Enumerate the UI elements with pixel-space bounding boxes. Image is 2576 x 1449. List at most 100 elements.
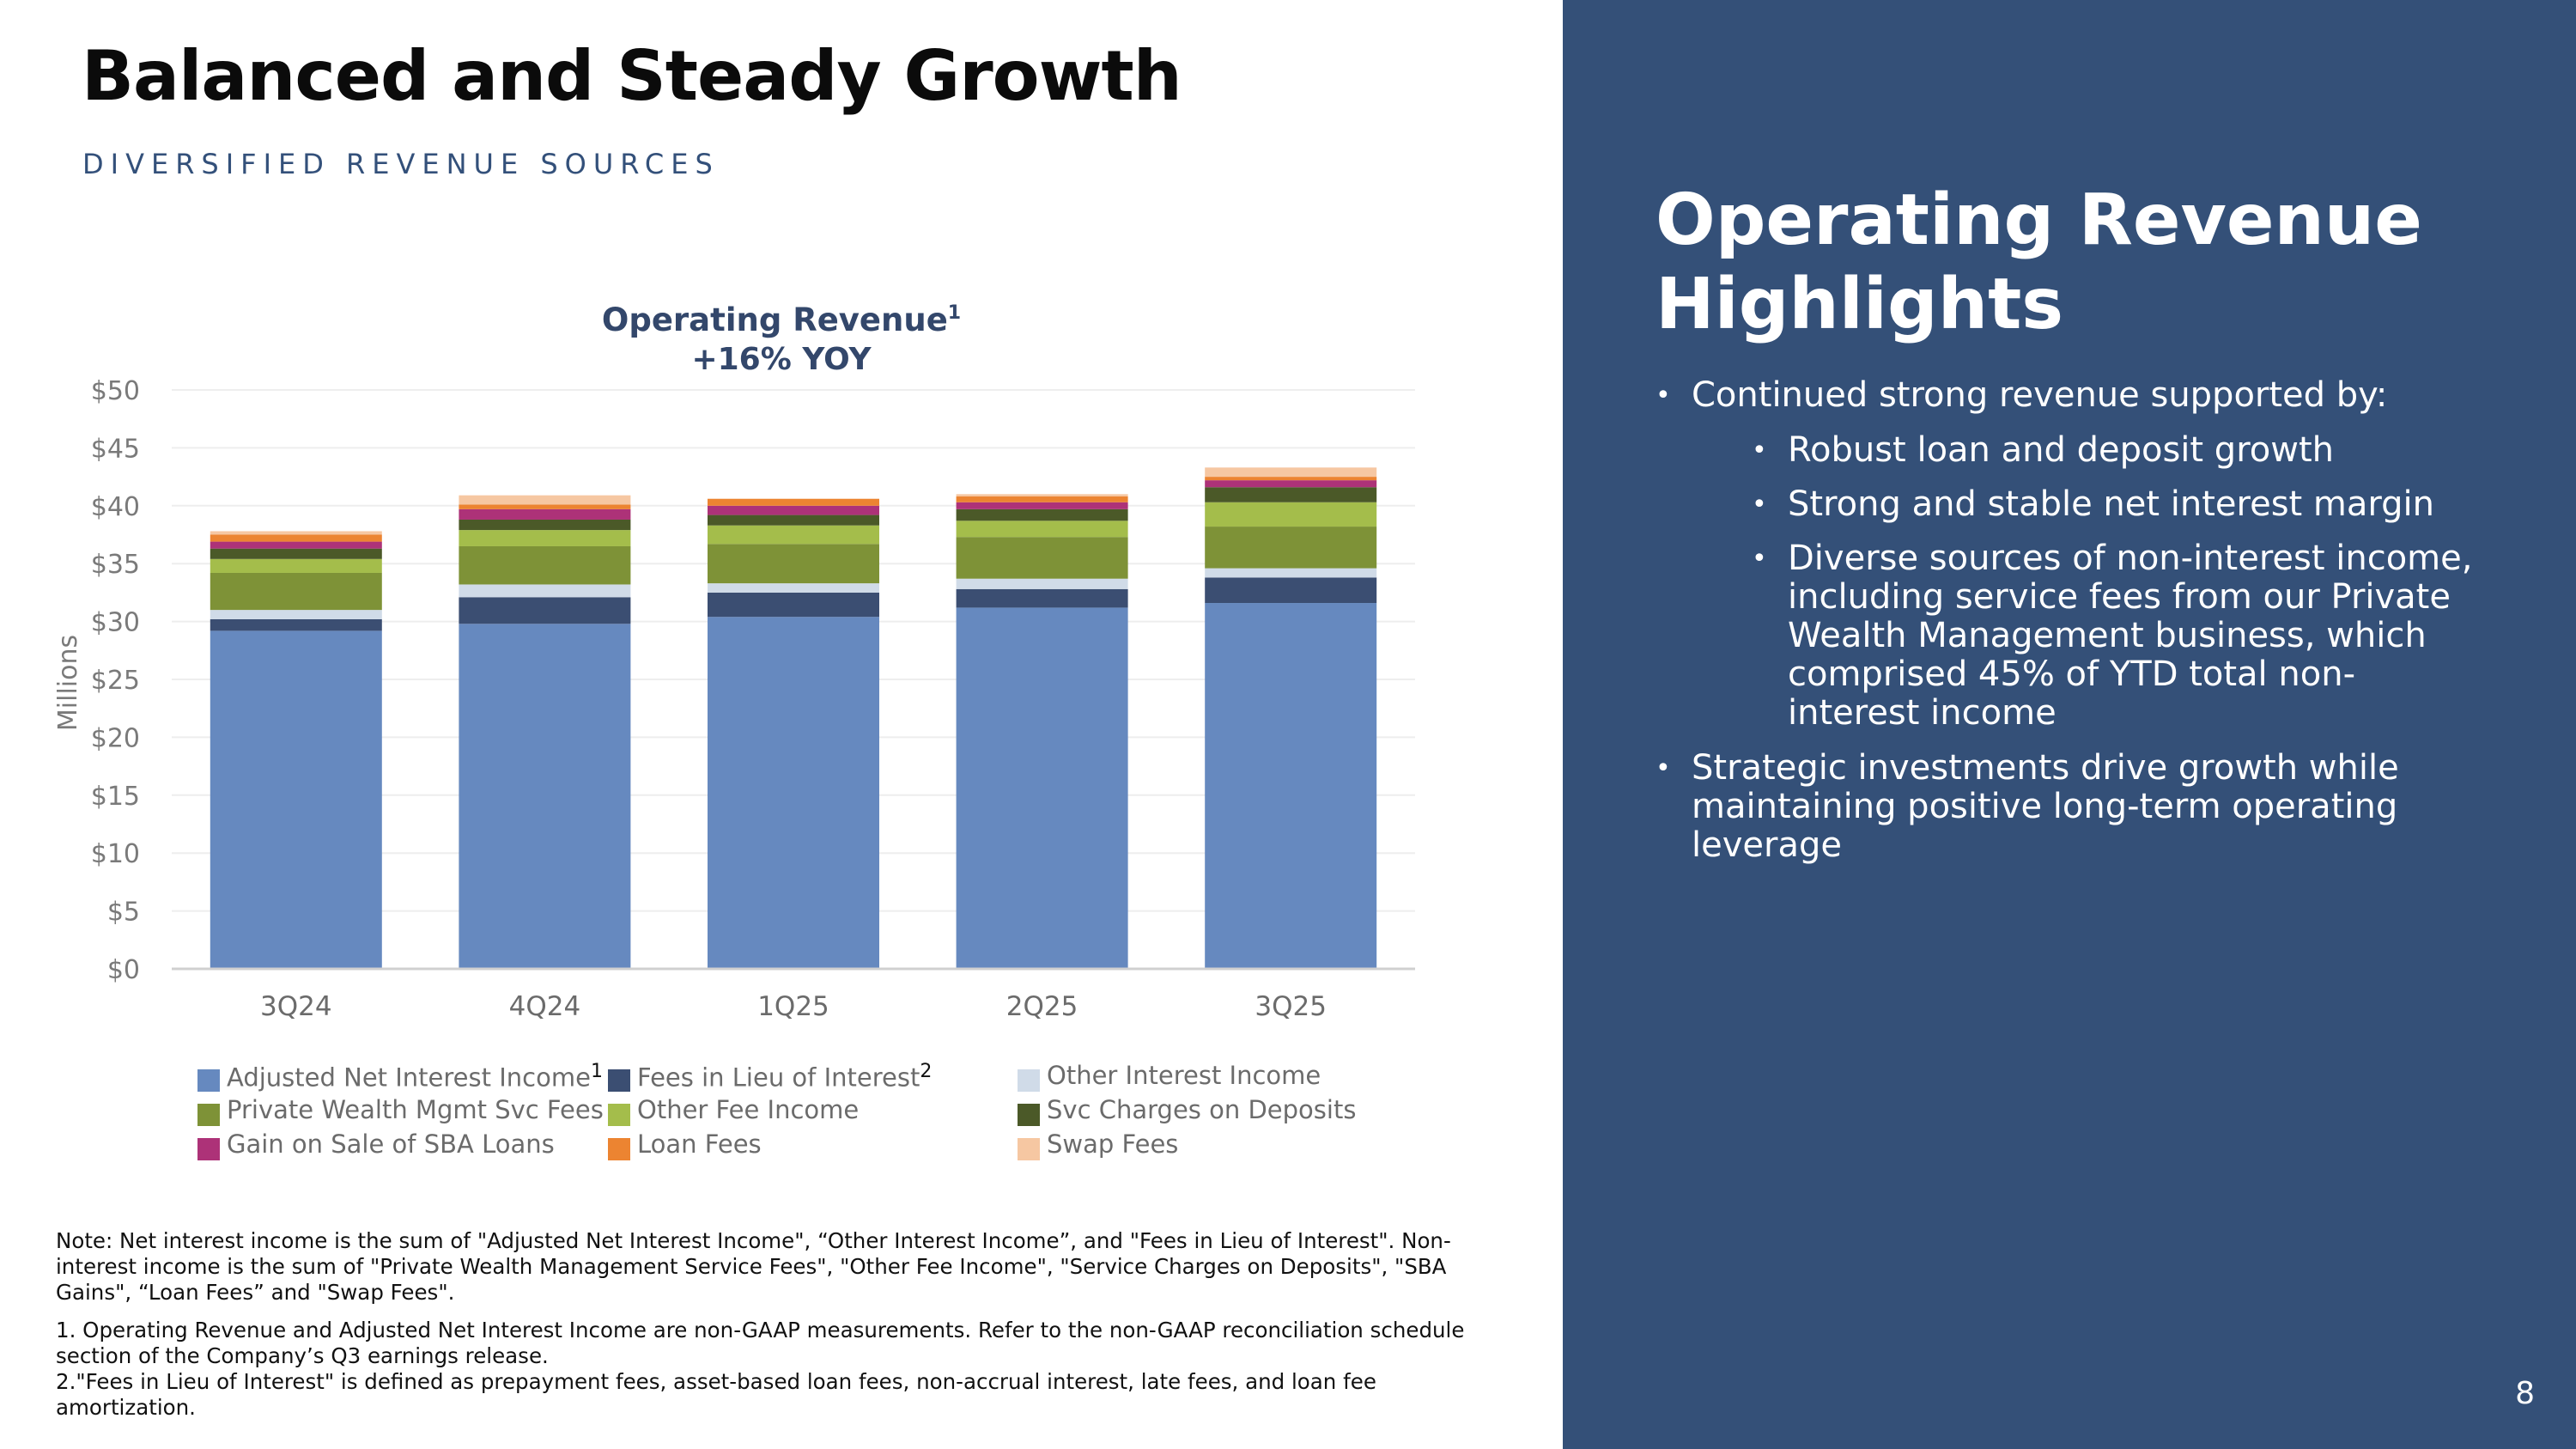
bar-segment (210, 541, 382, 549)
page-number: 8 (2515, 1376, 2535, 1411)
legend-swatch (197, 1104, 220, 1126)
bar-segment (956, 588, 1128, 608)
bar-segment (1205, 502, 1377, 527)
legend-label: Other Interest Income (1047, 1061, 1321, 1090)
bar-segment (708, 617, 879, 969)
bullet-dot-icon: • (1752, 490, 1767, 520)
footnote-2: 2."Fees in Lieu of Interest" is defined … (56, 1369, 1376, 1420)
legend-label: Private Wealth Mgmt Svc Fees (227, 1095, 604, 1124)
y-tick-label: $0 (107, 955, 140, 985)
sub-bullet-item: • Strong and stable net interest margin (1752, 484, 2475, 524)
bullet-dot-icon: • (1752, 435, 1767, 466)
slide-title: Balanced and Steady Growth (82, 36, 1182, 116)
x-tick-label: 1Q25 (757, 991, 829, 1022)
slide-subtitle: DIVERSIFIED REVENUE SOURCES (82, 148, 720, 180)
bar-segment (708, 498, 879, 506)
y-tick-label: $25 (91, 666, 140, 696)
bar-segment (210, 630, 382, 969)
chart-subtitle: +16% YOY (691, 342, 872, 377)
x-tick-label: 3Q25 (1255, 991, 1327, 1022)
bar-segment (459, 508, 631, 520)
x-tick-label: 2Q25 (1006, 991, 1078, 1022)
bullet-dot-icon: • (1656, 381, 1671, 411)
bar-segment (210, 572, 382, 611)
bar-segment (1205, 487, 1377, 502)
bar-segment (956, 537, 1128, 579)
chart-title: Operating Revenue1 (602, 301, 961, 338)
legend-swatch (197, 1138, 220, 1160)
legend-swatch (197, 1069, 220, 1092)
bar-segment (956, 508, 1128, 521)
note-text: Note: Net interest income is the sum of … (56, 1228, 1451, 1305)
sub-bullet-text: Diverse sources of non-interest income, … (1788, 539, 2473, 733)
legend-label: Svc Charges on Deposits (1047, 1095, 1357, 1124)
bar-segment (956, 494, 1128, 497)
highlights-title: Operating Revenue Highlights (1656, 180, 2422, 345)
highlights-bullet-list-2: • Strategic investments drive growth whil… (1656, 748, 2430, 865)
legend-superscript: 1 (590, 1061, 603, 1082)
legend-swatch (608, 1069, 630, 1092)
footnotes: Note: Net interest income is the sum of … (56, 1228, 1498, 1428)
y-tick-label: $15 (91, 782, 140, 812)
bar-segment (1205, 477, 1377, 481)
sub-bullet-text: Strong and stable net interest margin (1788, 484, 2435, 524)
bar-segment (1205, 568, 1377, 578)
bar-segment (956, 521, 1128, 538)
y-tick-label: $50 (91, 376, 140, 406)
bar-segment (708, 592, 879, 618)
legend-swatch (1018, 1138, 1040, 1160)
legend-swatch (608, 1138, 630, 1160)
y-tick-label: $5 (107, 898, 140, 928)
y-tick-label: $10 (91, 839, 140, 869)
bullet-text: Strategic investments drive growth while… (1692, 748, 2399, 865)
bar-segment (459, 530, 631, 546)
bar-segment (459, 519, 631, 531)
bar-segment (708, 514, 879, 526)
sub-bullet-text: Robust loan and deposit growth (1788, 430, 2334, 470)
legend-label: Adjusted Net Interest Income1 (227, 1061, 603, 1093)
legend-swatch (1018, 1069, 1040, 1092)
bar-segment (459, 584, 631, 598)
bar-segment (956, 502, 1128, 509)
y-tick-label: $35 (91, 550, 140, 580)
y-tick-label: $40 (91, 492, 140, 522)
bar-segment (459, 545, 631, 585)
bar-segment (210, 610, 382, 619)
y-tick-label: $45 (91, 434, 140, 464)
bar-segment (210, 618, 382, 631)
highlights-sub-bullet-list: • Robust loan and deposit growth • Strong … (1752, 430, 2475, 733)
sub-bullet-item: • Robust loan and deposit growth (1752, 430, 2475, 470)
legend-label: Swap Fees (1047, 1129, 1179, 1159)
y-axis-label: Millions (53, 635, 83, 731)
bar-segment (210, 548, 382, 559)
bullet-dot-icon: • (1656, 753, 1671, 783)
bar-segment (210, 534, 382, 542)
x-tick-label: 4Q24 (509, 991, 581, 1022)
bullet-text: Continued strong revenue supported by: (1692, 375, 2388, 415)
bar-segment (1205, 480, 1377, 488)
x-tick-label: 3Q24 (260, 991, 332, 1022)
legend-label: Loan Fees (637, 1129, 762, 1159)
legend-superscript: 2 (920, 1061, 933, 1082)
highlights-bullet-list: • Continued strong revenue supported by: (1656, 375, 2516, 415)
bar-segment (459, 597, 631, 624)
bar-segment (956, 496, 1128, 502)
legend-label: Gain on Sale of SBA Loans (227, 1129, 555, 1159)
bullet-item: • Continued strong revenue supported by: (1656, 375, 2516, 415)
bullet-dot-icon: • (1752, 544, 1767, 574)
legend-label: Other Fee Income (637, 1095, 860, 1124)
legend-swatch (1018, 1104, 1040, 1126)
y-tick-label: $30 (91, 608, 140, 638)
bar-segment (459, 504, 631, 509)
footnote-1: 1. Operating Revenue and Adjusted Net In… (56, 1318, 1465, 1368)
bar-segment (708, 525, 879, 545)
legend-label: Fees in Lieu of Interest2 (637, 1061, 933, 1093)
bar-segment (1205, 527, 1377, 569)
y-tick-label: $20 (91, 723, 140, 753)
bar-segment (956, 607, 1128, 969)
bar-segment (1205, 603, 1377, 969)
bar-segment (459, 624, 631, 969)
bar-segment (459, 495, 631, 505)
bar-segment (708, 583, 879, 593)
bullet-item: • Strategic investments drive growth whil… (1656, 748, 2430, 865)
